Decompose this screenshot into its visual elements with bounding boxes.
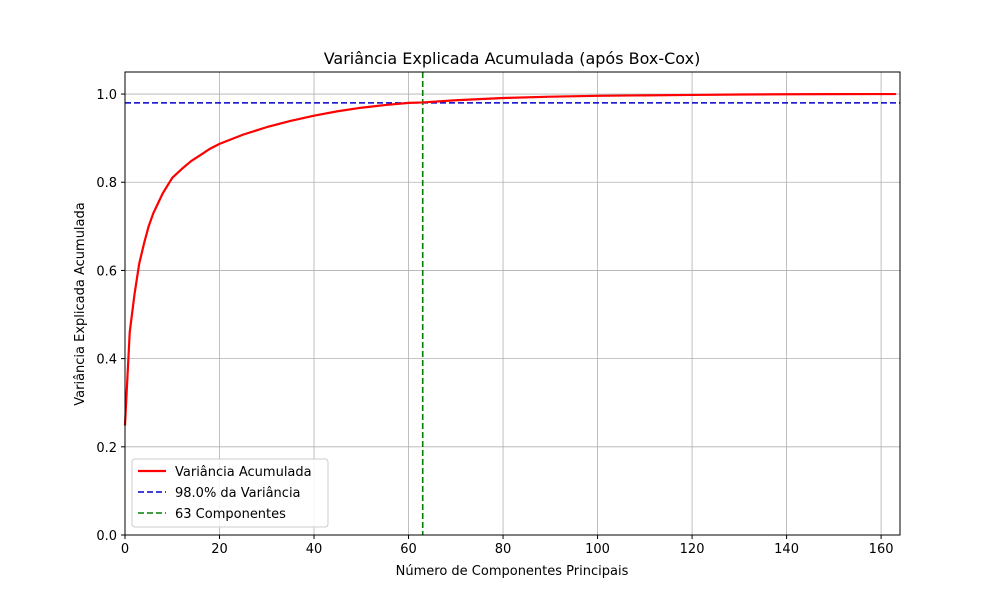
series-layer bbox=[123, 92, 897, 426]
x-tick-label: 140 bbox=[774, 542, 799, 557]
x-tick-label: 60 bbox=[400, 542, 417, 557]
x-axis-label: Número de Componentes Principais bbox=[396, 564, 629, 579]
x-tick-label: 80 bbox=[495, 542, 512, 557]
legend-box bbox=[131, 458, 329, 528]
x-tick-label: 20 bbox=[211, 542, 228, 557]
chart-title: Variância Explicada Acumulada (após Box-… bbox=[324, 49, 701, 68]
ticks-layer: 0 20 40 60 80 100 120 140 160 0.0 0.2 0.4 0.6 0.8 1.0 bbox=[96, 88, 893, 557]
legend: Variância Acumulada 98.0% da Variância 6… bbox=[131, 458, 329, 528]
axes-frame bbox=[124, 71, 901, 536]
y-tick-label: 0.0 bbox=[96, 529, 117, 544]
legend-label-components: 63 Componentes bbox=[175, 507, 286, 522]
x-tick-label: 120 bbox=[680, 542, 705, 557]
y-tick-label: 0.8 bbox=[96, 176, 117, 191]
x-tick-label: 0 bbox=[121, 542, 129, 557]
reference-lines-layer bbox=[125, 72, 900, 535]
x-tick-label: 160 bbox=[869, 542, 894, 557]
y-tick-label: 0.2 bbox=[96, 441, 117, 456]
y-axis-label: Variância Explicada Acumulada bbox=[73, 202, 88, 405]
y-tick-label: 1.0 bbox=[96, 88, 117, 103]
legend-label-threshold: 98.0% da Variância bbox=[175, 486, 301, 501]
legend-label-cumulative: Variância Acumulada bbox=[175, 465, 312, 480]
y-tick-label: 0.4 bbox=[96, 353, 117, 368]
x-tick-label: 40 bbox=[306, 542, 323, 557]
x-tick-label: 100 bbox=[585, 542, 610, 557]
y-tick-label: 0.6 bbox=[96, 264, 117, 279]
cumulative-variance-line bbox=[123, 92, 897, 426]
